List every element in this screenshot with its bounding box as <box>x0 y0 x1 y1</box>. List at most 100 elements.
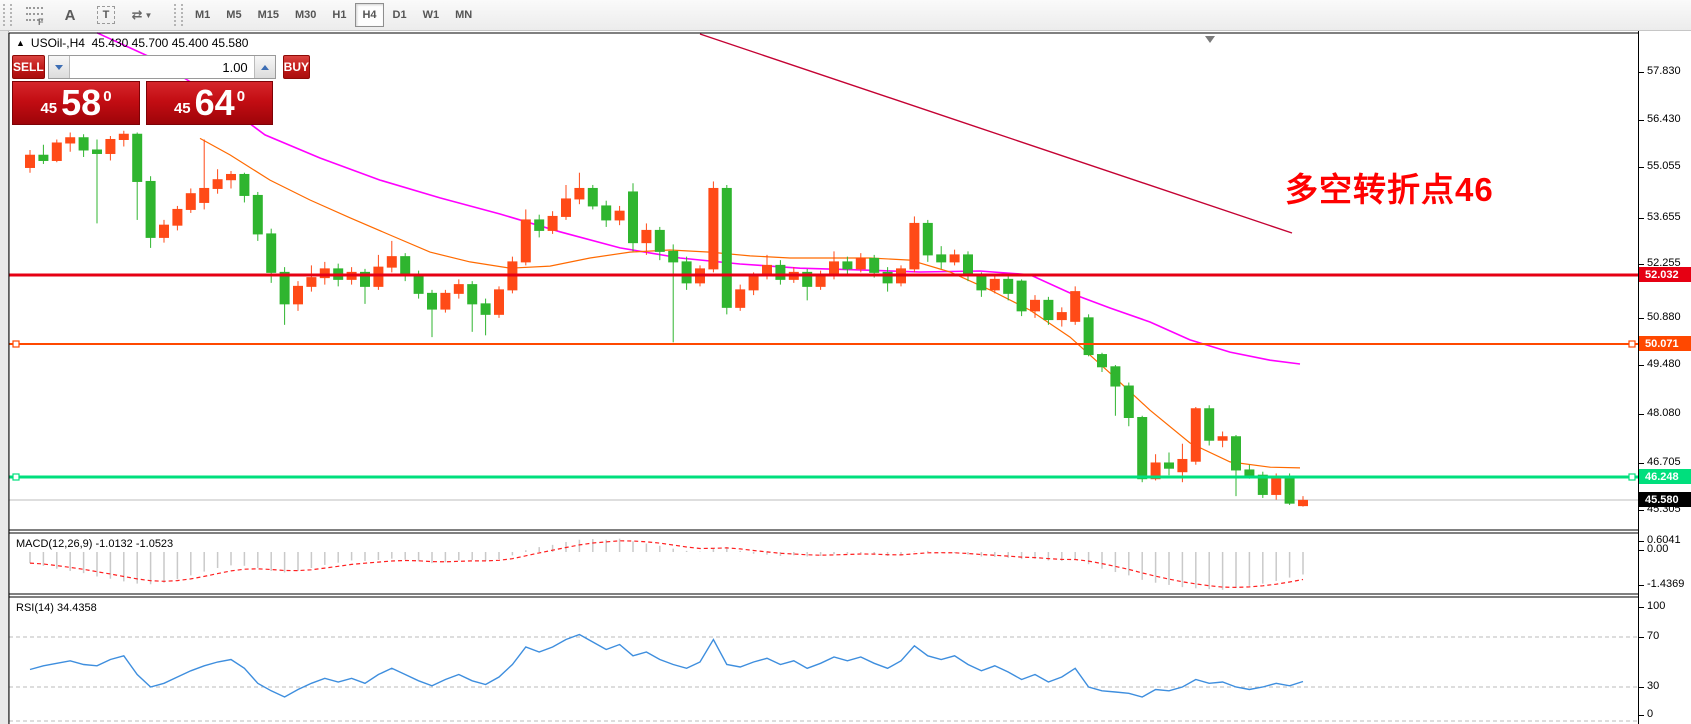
candle <box>1191 409 1200 461</box>
candle <box>441 293 450 309</box>
axis-tick <box>1639 72 1644 73</box>
candle <box>535 220 544 230</box>
candle <box>79 138 88 150</box>
volume-input[interactable] <box>70 56 254 78</box>
candle <box>119 134 128 139</box>
candle <box>1057 313 1066 320</box>
buy-price-handle: 45 <box>174 100 191 117</box>
candle <box>1245 470 1254 475</box>
candle <box>294 286 303 303</box>
axis-tick-label: 55.055 <box>1647 160 1681 172</box>
rsi-line <box>30 635 1303 698</box>
sell-button[interactable]: SELL <box>12 55 45 79</box>
sell-price-sup: 0 <box>103 88 111 105</box>
candle <box>990 279 999 289</box>
candle <box>575 188 584 198</box>
candle <box>629 192 638 243</box>
candle <box>454 285 463 294</box>
collapse-triangle-icon[interactable]: ▲ <box>16 38 25 48</box>
candle <box>1299 500 1308 505</box>
candle <box>1138 418 1147 479</box>
axis-tick-label: 0 <box>1647 708 1653 720</box>
axis-tick-label: 46.705 <box>1647 456 1681 468</box>
axis-tick <box>1639 414 1644 415</box>
candle <box>1071 292 1080 322</box>
candle <box>186 194 195 210</box>
buy-price-box[interactable]: 45 64 0 <box>146 81 273 125</box>
candle <box>52 143 61 160</box>
axis-tick <box>1639 167 1644 168</box>
candle <box>910 223 919 268</box>
price-line-label: 46.248 <box>1639 469 1691 484</box>
candle <box>521 220 530 262</box>
candle <box>1044 300 1053 319</box>
candle <box>133 134 142 181</box>
candle <box>1098 355 1107 367</box>
price-axis[interactable]: 57.83056.43055.05553.65552.25550.88049.4… <box>1638 31 1691 724</box>
candle <box>655 230 664 251</box>
ma-slow-line <box>97 33 1300 364</box>
candle <box>26 155 35 167</box>
candle <box>106 139 115 153</box>
candle <box>588 188 597 205</box>
volume-spinner <box>48 55 276 79</box>
axis-tick <box>1639 264 1644 265</box>
mt4-window: F A T ⇄ ▼ M1M5M15M30H1H4D1W1MN ▲ USOil-,… <box>0 0 1691 724</box>
candle <box>1272 477 1281 494</box>
candle <box>481 304 490 314</box>
quote-low: 45.400 <box>172 36 209 50</box>
candle <box>977 276 986 290</box>
axis-tick <box>1639 585 1644 586</box>
chart-shift-marker[interactable] <box>1205 36 1215 43</box>
axis-tick <box>1639 637 1644 638</box>
candle <box>267 234 276 272</box>
candle <box>227 174 236 179</box>
price-line-label: 50.071 <box>1639 336 1691 351</box>
volume-increase-button[interactable] <box>254 56 275 78</box>
macd-signal-line <box>30 541 1303 588</box>
candle <box>160 225 169 237</box>
candle <box>964 255 973 276</box>
axis-tick-label: 57.830 <box>1647 65 1681 77</box>
quote-close: 45.580 <box>212 36 249 50</box>
candle <box>642 230 651 242</box>
candle <box>39 155 48 160</box>
chart-annotation-text: 多空转折点46 <box>1285 163 1494 211</box>
candle <box>307 278 316 287</box>
quote-open: 45.430 <box>92 36 129 50</box>
candle <box>240 174 249 195</box>
sell-price-handle: 45 <box>40 100 57 117</box>
candle <box>401 257 410 276</box>
buy-price-big: 64 <box>195 85 235 121</box>
candle <box>950 255 959 262</box>
candle <box>495 290 504 314</box>
candle <box>749 276 758 290</box>
axis-tick-label: 48.080 <box>1647 407 1681 419</box>
candle <box>682 262 691 283</box>
candle <box>1178 459 1187 471</box>
candle <box>602 206 611 220</box>
candle <box>66 138 75 143</box>
axis-tick <box>1639 607 1644 608</box>
quote-header: ▲ USOil-,H4 45.430 45.700 45.400 45.580 <box>16 36 248 50</box>
axis-tick-label: 56.430 <box>1647 113 1681 125</box>
axis-tick-label: 0.00 <box>1647 543 1668 555</box>
sell-price-box[interactable]: 45 58 0 <box>12 81 140 125</box>
axis-tick <box>1639 687 1644 688</box>
candle <box>937 255 946 262</box>
axis-tick-label: 70 <box>1647 630 1659 642</box>
candle <box>1017 281 1026 311</box>
axis-tick-label: 100 <box>1647 600 1665 612</box>
candle <box>870 258 879 272</box>
candle <box>1004 279 1013 293</box>
candle <box>173 209 182 225</box>
rsi-label: RSI(14) 34.4358 <box>16 602 97 614</box>
candle <box>1031 300 1040 310</box>
candle <box>736 290 745 307</box>
volume-decrease-button[interactable] <box>49 56 70 78</box>
candle <box>923 223 932 254</box>
macd-value-main: -1.0132 <box>95 538 132 550</box>
buy-button[interactable]: BUY <box>283 55 310 79</box>
candle <box>615 211 624 220</box>
candle <box>1232 437 1241 470</box>
